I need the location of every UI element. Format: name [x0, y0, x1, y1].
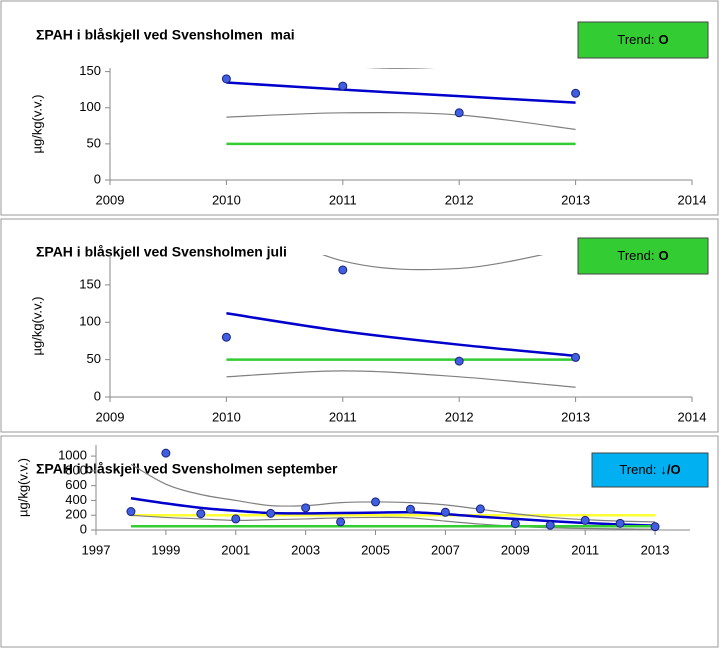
y-tick-label: 800	[65, 462, 87, 477]
panel-frame	[0, 435, 719, 648]
y-tick-label: 1000	[58, 448, 87, 463]
line	[321, 255, 544, 271]
y-tick-label: 100	[79, 314, 101, 329]
trend-symbol: O	[658, 248, 668, 263]
trend-box	[591, 452, 709, 488]
point	[440, 507, 450, 517]
line	[226, 81, 576, 104]
line	[130, 463, 656, 523]
point	[571, 88, 581, 98]
x-tick-label: 2005	[361, 542, 390, 557]
x-tick-label: 2013	[561, 192, 590, 207]
point	[650, 522, 660, 532]
y-tick-label: 200	[65, 507, 87, 522]
x-tick-label: 2009	[96, 192, 125, 207]
x-tick-label: 2001	[221, 542, 250, 557]
x-tick-label: 2012	[445, 192, 474, 207]
x-tick-label: 2010	[212, 409, 241, 424]
point	[266, 508, 276, 518]
x-tick-label: 2010	[212, 192, 241, 207]
panel: ΣPAH i blåskjell ved Svensholmen juli Tre…	[0, 218, 719, 433]
chart-title: ΣPAH i blåskjell ved Svensholmen mai	[36, 27, 295, 43]
trend-symbol: ↓/O	[660, 462, 680, 477]
trend-label: Trend:	[619, 462, 656, 477]
point	[338, 81, 348, 91]
chart-title: ΣPAH i blåskjell ved Svensholmen septemb…	[36, 461, 338, 477]
point	[196, 509, 206, 519]
point	[580, 515, 590, 525]
x-tick-label: 2009	[501, 542, 530, 557]
point	[336, 517, 346, 527]
point	[161, 448, 171, 458]
point	[371, 497, 381, 507]
trend-box	[577, 237, 709, 275]
trend-label: Trend:	[617, 32, 654, 47]
line	[226, 312, 576, 358]
y-tick-label: 600	[65, 477, 87, 492]
y-tick-label: 150	[79, 63, 101, 78]
y-tick-label: 0	[94, 388, 101, 403]
panel-frame	[0, 0, 719, 216]
line	[130, 514, 656, 530]
x-tick-label: 2011	[329, 409, 357, 424]
x-tick-label: 2007	[431, 542, 460, 557]
x-tick-label: 2013	[641, 542, 670, 557]
x-tick-label: 2009	[96, 409, 125, 424]
x-tick-label: 2011	[329, 192, 357, 207]
trend-text: Trend: O	[617, 32, 668, 47]
y-axis-label: µg/kg(v.v.)	[29, 296, 44, 355]
point	[405, 504, 415, 514]
panel-frame	[0, 218, 719, 433]
trend-text: Trend: O	[617, 248, 668, 263]
trend-label: Trend:	[617, 248, 654, 263]
point	[571, 352, 581, 362]
y-axis-label: µg/kg(v.v.)	[29, 94, 44, 153]
y-tick-label: 0	[80, 521, 87, 536]
line	[226, 370, 576, 388]
x-tick-label: 2014	[678, 192, 707, 207]
trend-text: Trend: ↓/O	[619, 462, 680, 477]
point	[454, 108, 464, 118]
point	[221, 74, 231, 84]
point	[301, 503, 311, 513]
x-tick-label: 2014	[678, 409, 707, 424]
x-tick-label: 1999	[151, 542, 180, 557]
y-tick-label: 50	[87, 351, 101, 366]
y-tick-label: 50	[87, 135, 101, 150]
point	[454, 356, 464, 366]
point	[545, 520, 555, 530]
line	[366, 68, 436, 69]
point	[615, 518, 625, 528]
y-tick-label: 0	[94, 171, 101, 186]
chart-title: ΣPAH i blåskjell ved Svensholmen juli	[36, 244, 287, 260]
point	[231, 514, 241, 524]
lines	[130, 463, 656, 530]
y-tick-label: 400	[65, 492, 87, 507]
point	[475, 504, 485, 514]
y-tick-label: 150	[79, 276, 101, 291]
trend-box	[577, 21, 709, 59]
panel: ΣPAH i blåskjell ved Svensholmen septemb…	[0, 435, 719, 648]
x-tick-label: 1997	[82, 542, 111, 557]
panel: ΣPAH i blåskjell ved Svensholmen mai Tren…	[0, 0, 719, 216]
lines	[226, 255, 576, 388]
line	[130, 496, 656, 527]
point	[126, 507, 136, 517]
x-tick-label: 2012	[445, 409, 474, 424]
point	[221, 332, 231, 342]
point	[510, 519, 520, 529]
point	[338, 265, 348, 275]
lines	[226, 68, 576, 146]
x-tick-label: 2013	[561, 409, 590, 424]
y-tick-label: 100	[79, 99, 101, 114]
x-tick-label: 2003	[291, 542, 320, 557]
y-axis-label: µg/kg(v.v.)	[15, 458, 30, 517]
trend-symbol: O	[658, 32, 668, 47]
x-tick-label: 2011	[571, 542, 599, 557]
line	[226, 111, 576, 131]
